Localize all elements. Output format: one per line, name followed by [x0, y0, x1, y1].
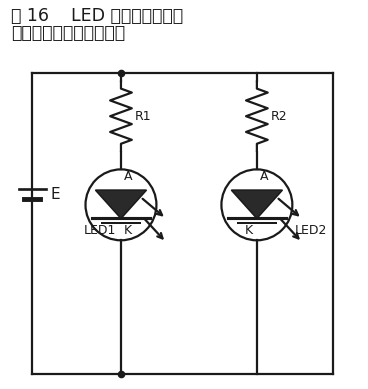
Text: K: K [245, 224, 253, 237]
Text: A: A [260, 170, 268, 183]
Text: R2: R2 [271, 110, 287, 123]
Polygon shape [231, 190, 282, 219]
Text: LED2: LED2 [294, 224, 327, 237]
Text: K: K [124, 224, 132, 237]
Text: R1: R1 [135, 110, 151, 123]
Text: 電圧を高くする方が良い: 電圧を高くする方が良い [11, 24, 125, 42]
Text: A: A [124, 170, 132, 183]
Text: E: E [50, 186, 60, 202]
Text: LED1: LED1 [84, 224, 116, 237]
Text: 図 16    LED の並列つなぎは: 図 16 LED の並列つなぎは [11, 7, 183, 25]
Polygon shape [95, 190, 146, 219]
